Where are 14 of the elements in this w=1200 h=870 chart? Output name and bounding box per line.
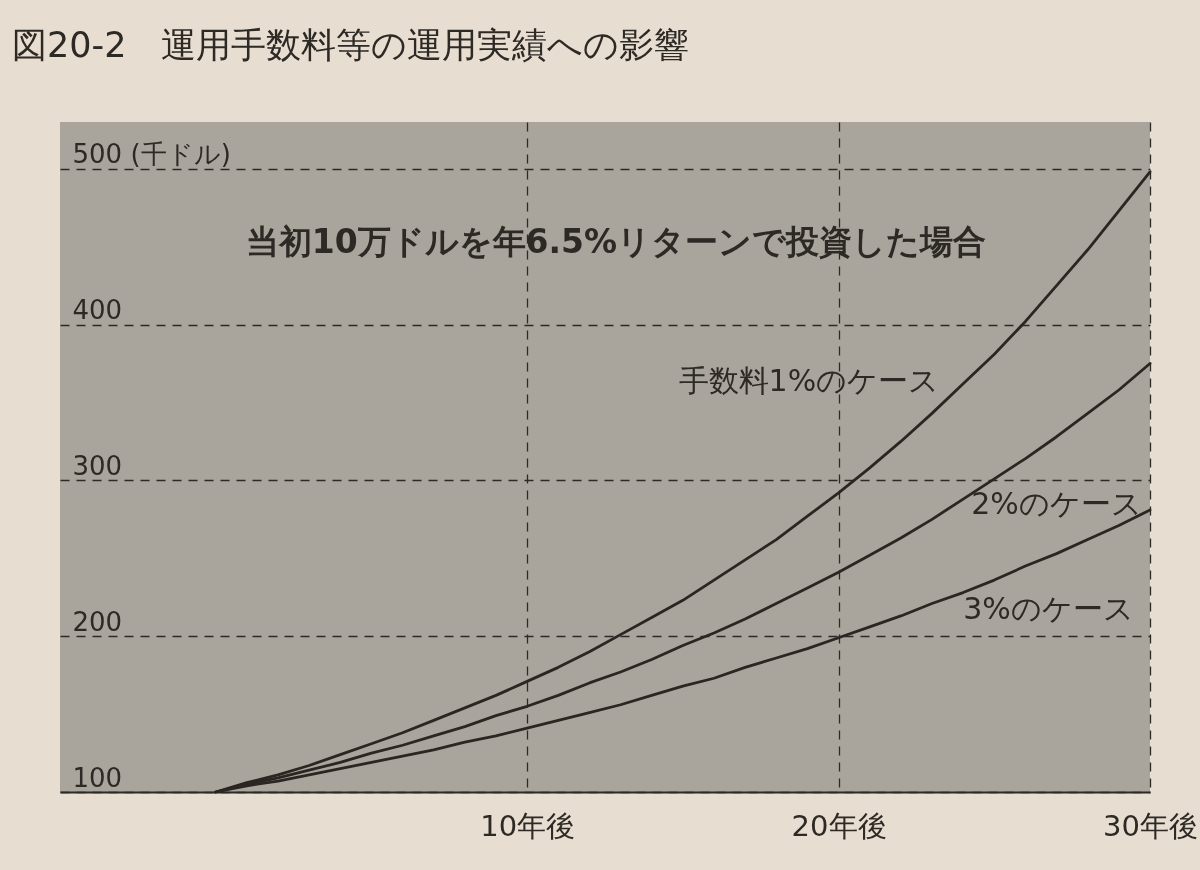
x-tick-label: 10年後 [480,808,576,843]
x-tick-label: 20年後 [791,808,887,843]
text: 当初10万ドルを年6.5%リターンで投資した場合 [245,221,987,261]
y-tick-label: 100 [72,762,123,793]
series-label: 3%のケース [963,590,1134,626]
series-label: 手数料1%のケース [678,362,940,398]
y-axis-title: (千ドル) [130,139,231,170]
series-label: 2%のケース [971,485,1142,521]
y-tick-label: 300 [72,450,123,481]
chart-title: 図20-2 運用手数料等の運用実績への影響 [12,25,690,65]
y-tick-label: 200 [72,606,123,637]
y-tick-label: 400 [72,295,123,326]
x-tick-label: 30年後 [1103,808,1198,843]
y-tick-label: 500 [72,139,123,170]
